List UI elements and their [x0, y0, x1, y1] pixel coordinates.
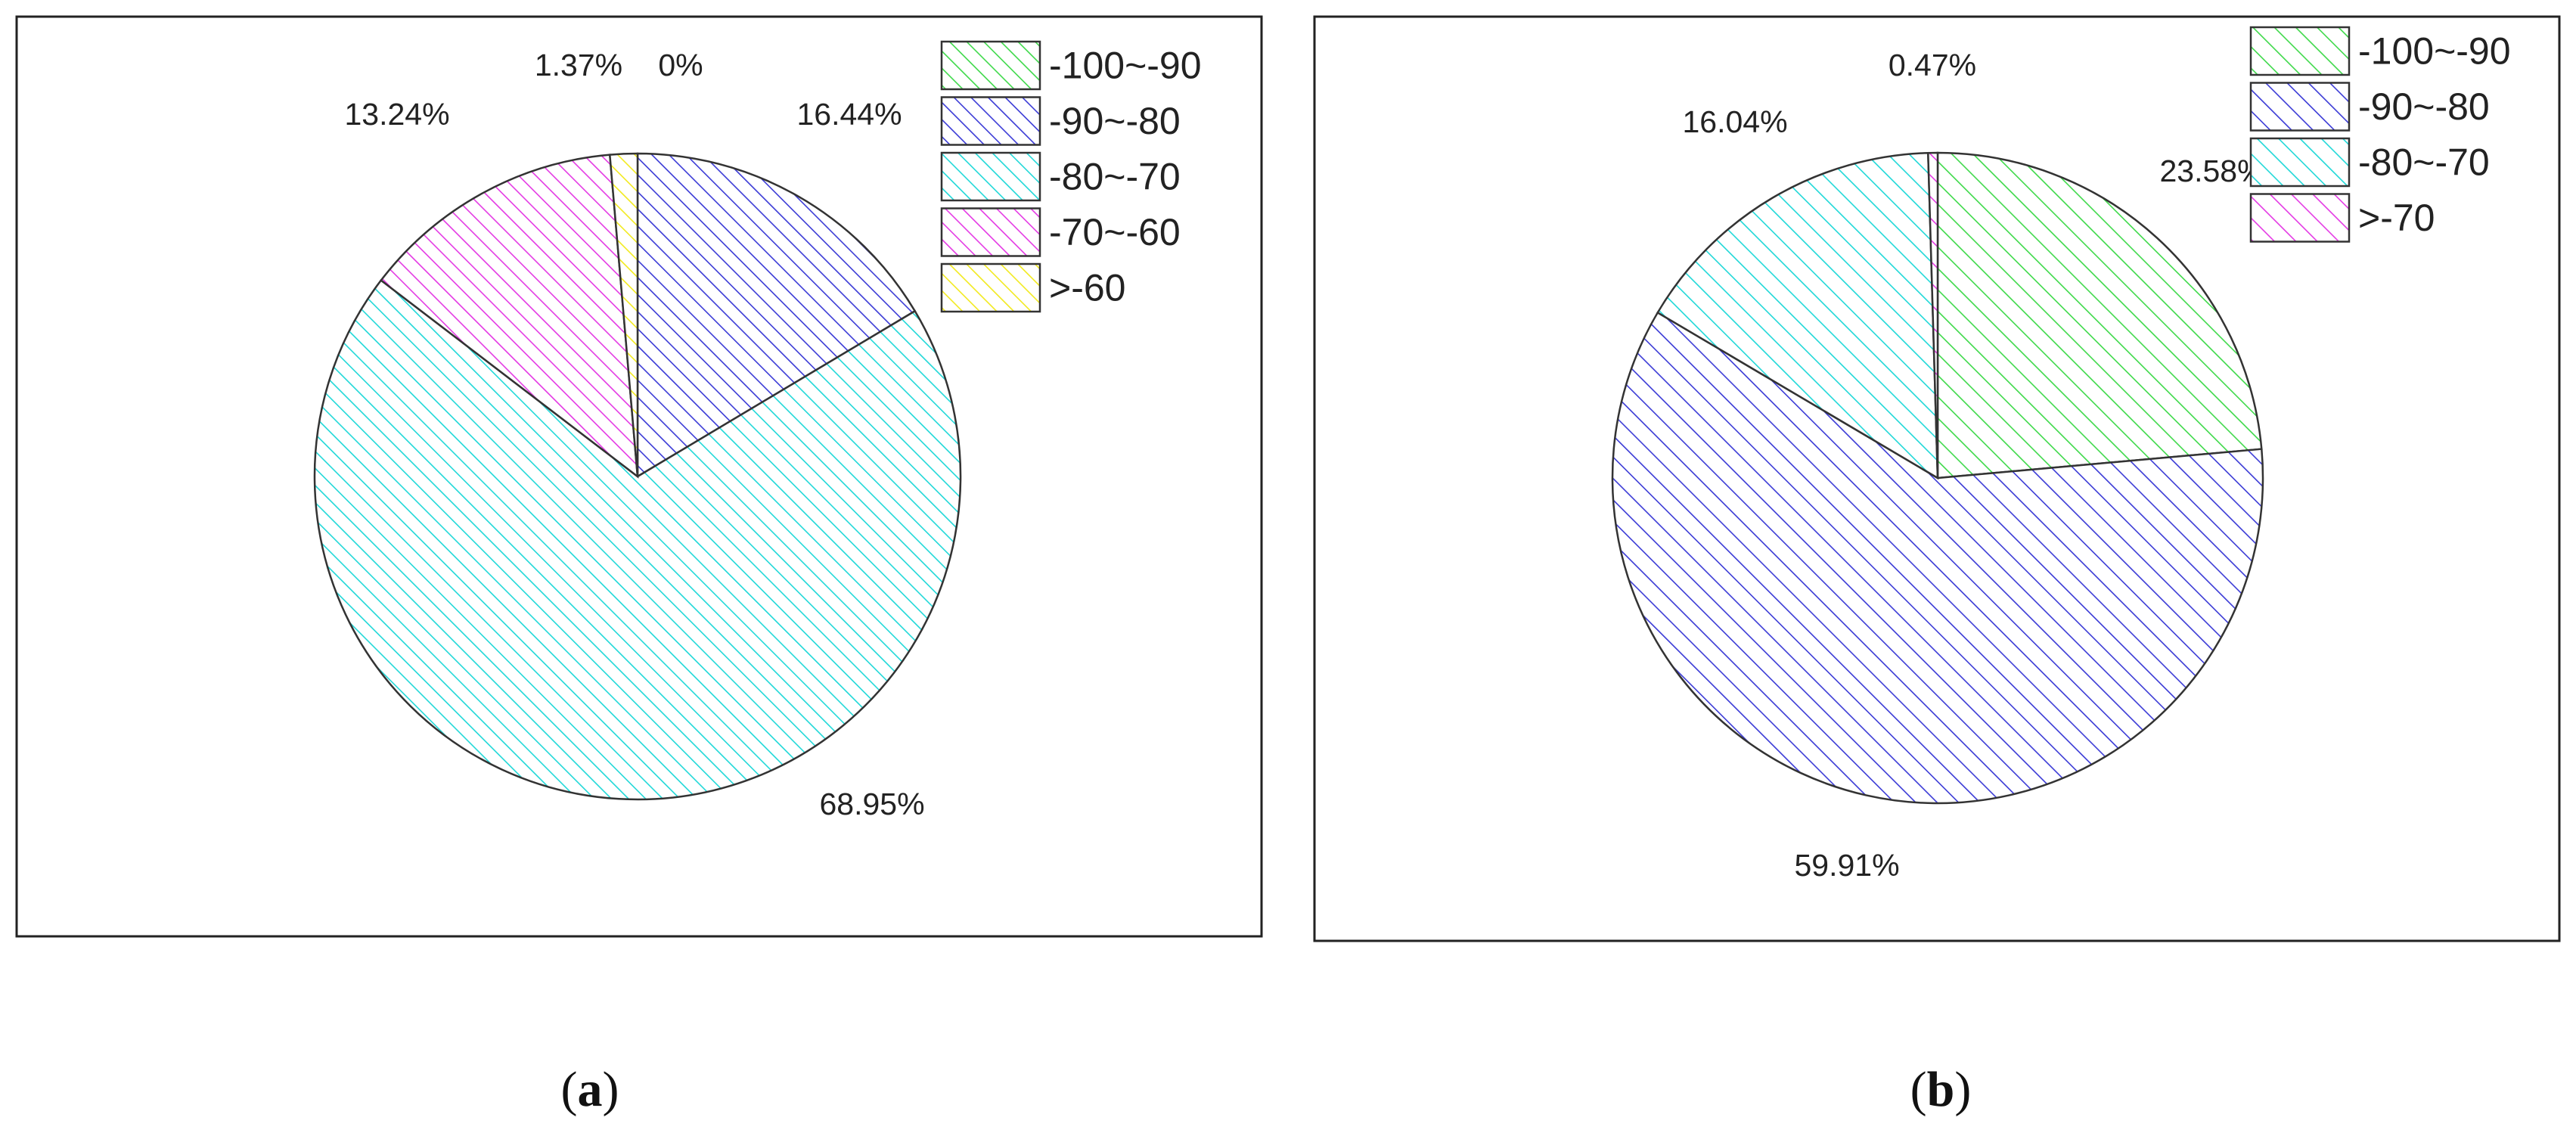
slice-label-b-0: 23.58%: [2159, 154, 2264, 188]
legend-swatch-b-0: [2249, 26, 2351, 76]
legend-swatch-a-2: [940, 151, 1041, 202]
slice-label-a-3: 13.24%: [344, 97, 449, 132]
legend-swatch-b-3: [2249, 193, 2351, 243]
legend-swatch-a-1: [940, 96, 1041, 146]
legend-label-a-1: -90~-80: [1049, 100, 1181, 142]
legend-label-b-0: -100~-90: [2358, 30, 2511, 73]
slice-label-b-1: 59.91%: [1794, 848, 1899, 883]
legend-label-a-4: >-60: [1049, 267, 1125, 309]
legend-label-b-3: >-70: [2358, 197, 2435, 239]
slice-label-a-1: 16.44%: [796, 97, 902, 132]
pie-slice-a-1: [636, 152, 917, 479]
panel-caption-a: (a): [561, 1062, 619, 1117]
legend-label-a-0: -100~-90: [1049, 45, 1202, 87]
legend-swatch-b-2: [2249, 137, 2351, 188]
slice-label-a-2: 68.95%: [819, 787, 924, 821]
pie-slice-a-4: [608, 152, 639, 477]
legend-label-a-2: -80~-70: [1049, 156, 1181, 198]
pie-slice-a-3: [380, 154, 639, 479]
legend-swatch-a-4: [940, 262, 1041, 313]
legend-label-b-1: -90~-80: [2358, 85, 2490, 128]
legend-swatch-b-1: [2249, 82, 2351, 132]
pie-slice-b-1: [1611, 311, 2264, 805]
legend-label-b-2: -80~-70: [2358, 141, 2490, 184]
panel-caption-b: (b): [1910, 1062, 1972, 1117]
legend-swatch-a-3: [940, 207, 1041, 257]
pie-slice-b-2: [1656, 151, 1939, 480]
pie-slice-b-3: [1927, 151, 1939, 479]
slice-label-b-2: 16.04%: [1682, 104, 1787, 139]
legend-swatch-a-0: [940, 40, 1041, 91]
pie-slice-a-2: [313, 278, 962, 801]
slice-label-a-0: 0%: [658, 48, 703, 82]
slice-label-a-4: 1.37%: [535, 48, 622, 82]
pie-chart-panel-a: 0% -100~-90 16.44% -90~-80 68.95% -80~-70 13.2…: [15, 15, 1263, 1117]
pie-slice-b-0: [1936, 151, 2263, 480]
legend-label-a-3: -70~-60: [1049, 211, 1181, 253]
slice-label-b-3: 0.47%: [1889, 48, 1976, 82]
pie-chart-panel-b: 23.58% -100~-90 59.91% -90~-80 16.04% -80~-70…: [1313, 15, 2561, 1117]
